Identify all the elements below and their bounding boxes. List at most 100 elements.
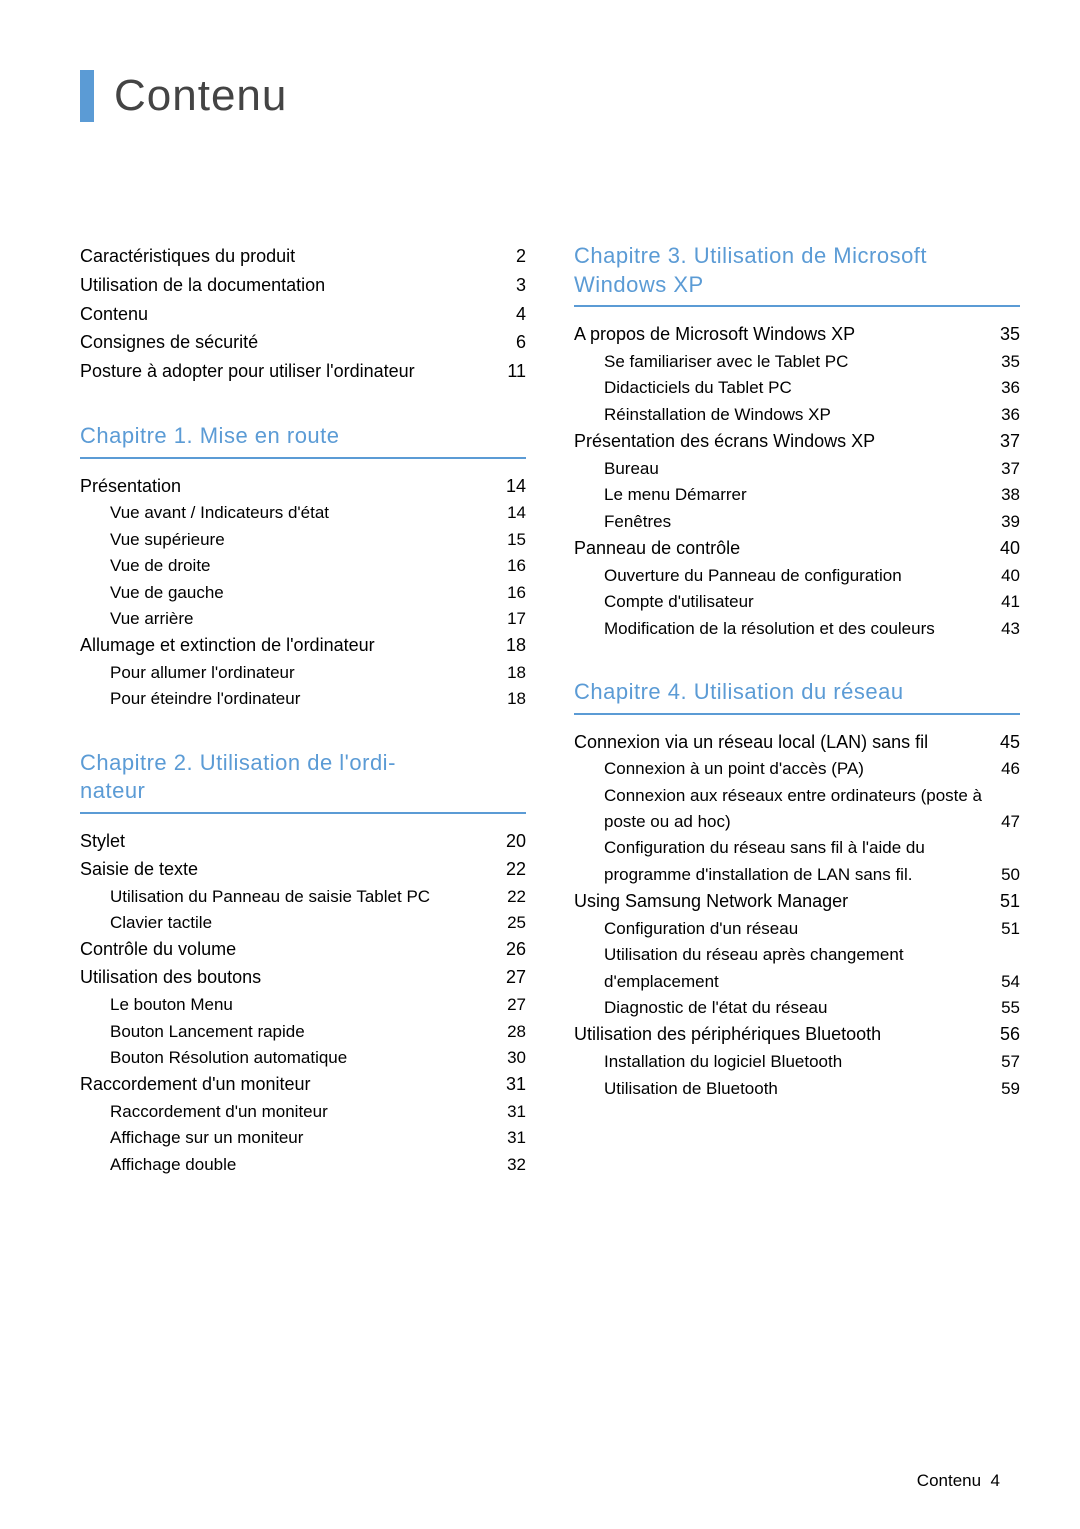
toc-label: Vue de droite xyxy=(80,553,497,579)
toc-subentry[interactable]: Pour allumer l'ordinateur 18 xyxy=(80,660,526,686)
toc-subentry[interactable]: Fenêtres39 xyxy=(574,509,1020,535)
toc-subentry[interactable]: Pour éteindre l'ordinateur18 xyxy=(80,686,526,712)
toc-page-num: 2 xyxy=(516,242,526,271)
chapter-title: Chapitre 4. Utilisation du réseau xyxy=(574,678,1020,707)
toc-entry[interactable]: Utilisation de la documentation3 xyxy=(80,271,526,300)
toc-page: Contenu Caractéristiques du produit2 Uti… xyxy=(0,0,1080,1529)
toc-subentry[interactable]: Configuration d'un réseau51 xyxy=(574,916,1020,942)
toc-subentry[interactable]: Utilisation du réseau après changement d… xyxy=(574,942,1020,995)
toc-label: Utilisation de la documentation xyxy=(80,271,506,300)
toc-label: Vue supérieure xyxy=(80,527,497,553)
toc-page-num: 40 xyxy=(1000,535,1020,563)
footer-page-num: 4 xyxy=(991,1471,1000,1490)
toc-subentry[interactable]: Installation du logiciel Bluetooth57 xyxy=(574,1049,1020,1075)
toc-label: Bouton Lancement rapide xyxy=(80,1019,497,1045)
toc-subentry[interactable]: Didacticiels du Tablet PC 36 xyxy=(574,375,1020,401)
toc-label: Vue de gauche xyxy=(80,580,497,606)
toc-subentry[interactable]: Vue de gauche16 xyxy=(80,580,526,606)
toc-subentry[interactable]: Utilisation du Panneau de saisie Tablet … xyxy=(80,884,526,910)
toc-label: Vue arrière xyxy=(80,606,497,632)
toc-subentry[interactable]: Clavier tactile25 xyxy=(80,910,526,936)
toc-entry[interactable]: Connexion via un réseau local (LAN) sans… xyxy=(574,729,1020,757)
toc-page-num: 16 xyxy=(507,553,526,579)
toc-page-num: 14 xyxy=(507,500,526,526)
toc-page-num: 37 xyxy=(1000,428,1020,456)
toc-entry[interactable]: A propos de Microsoft Windows XP35 xyxy=(574,321,1020,349)
toc-subentry[interactable]: Bureau37 xyxy=(574,456,1020,482)
toc-entry[interactable]: Allumage et extinction de l'ordinateur18 xyxy=(80,632,526,660)
toc-label: Contrôle du volume xyxy=(80,936,496,964)
toc-subentry[interactable]: Raccordement d'un moniteur31 xyxy=(80,1099,526,1125)
chapter-rule xyxy=(80,812,526,814)
toc-label: Raccordement d'un moniteur xyxy=(80,1071,496,1099)
toc-subentry[interactable]: Modification de la résolution et des cou… xyxy=(574,616,1020,642)
toc-entry[interactable]: Posture à adopter pour utiliser l'ordina… xyxy=(80,357,526,386)
toc-page-num: 35 xyxy=(1000,321,1020,349)
toc-subentry[interactable]: Le menu Démarrer38 xyxy=(574,482,1020,508)
toc-label: Pour allumer l'ordinateur xyxy=(80,660,497,686)
toc-subentry[interactable]: Affichage double32 xyxy=(80,1152,526,1178)
toc-label: Compte d'utilisateur xyxy=(574,589,991,615)
toc-entry[interactable]: Saisie de texte22 xyxy=(80,856,526,884)
toc-subentry[interactable]: Diagnostic de l'état du réseau 55 xyxy=(574,995,1020,1021)
toc-label: Bureau xyxy=(574,456,991,482)
toc-entry[interactable]: Utilisation des périphériques Bluetooth5… xyxy=(574,1021,1020,1049)
toc-subentry[interactable]: Configuration du réseau sans fil à l'aid… xyxy=(574,835,1020,888)
toc-subentry[interactable]: Ouverture du Panneau de configuration 40 xyxy=(574,563,1020,589)
preface-block: Caractéristiques du produit2 Utilisation… xyxy=(80,242,526,386)
toc-entry[interactable]: Présentation des écrans Windows XP37 xyxy=(574,428,1020,456)
toc-label: Didacticiels du Tablet PC xyxy=(574,375,991,401)
toc-subentry[interactable]: Réinstallation de Windows XP36 xyxy=(574,402,1020,428)
toc-subentry[interactable]: Utilisation de Bluetooth59 xyxy=(574,1076,1020,1102)
toc-page-num: 14 xyxy=(506,473,526,501)
toc-subentry[interactable]: Se familiariser avec le Tablet PC35 xyxy=(574,349,1020,375)
toc-label: Affichage sur un moniteur xyxy=(80,1125,497,1151)
toc-entry[interactable]: Contenu4 xyxy=(80,300,526,329)
toc-subentry[interactable]: Compte d'utilisateur41 xyxy=(574,589,1020,615)
toc-label: Installation du logiciel Bluetooth xyxy=(574,1049,991,1075)
toc-subentry[interactable]: Bouton Résolution automatique30 xyxy=(80,1045,526,1071)
toc-entry[interactable]: Panneau de contrôle 40 xyxy=(574,535,1020,563)
toc-subentry[interactable]: Bouton Lancement rapide 28 xyxy=(80,1019,526,1045)
toc-page-num: 31 xyxy=(507,1099,526,1125)
toc-page-num: 31 xyxy=(506,1071,526,1099)
toc-entry[interactable]: Utilisation des boutons27 xyxy=(80,964,526,992)
toc-entry[interactable]: Contrôle du volume26 xyxy=(80,936,526,964)
toc-subentry[interactable]: Connexion aux réseaux entre ordinateurs … xyxy=(574,783,1020,836)
toc-page-num: 50 xyxy=(1001,862,1020,888)
toc-subentry[interactable]: Vue supérieure15 xyxy=(80,527,526,553)
toc-subentry[interactable]: Vue arrière 17 xyxy=(80,606,526,632)
toc-page-num: 28 xyxy=(507,1019,526,1045)
toc-page-num: 36 xyxy=(1001,402,1020,428)
toc-entry[interactable]: Présentation14 xyxy=(80,473,526,501)
toc-page-num: 36 xyxy=(1001,375,1020,401)
toc-page-num: 31 xyxy=(507,1125,526,1151)
toc-page-num: 32 xyxy=(507,1152,526,1178)
toc-page-num: 17 xyxy=(507,606,526,632)
toc-page-num: 18 xyxy=(507,660,526,686)
toc-page-num: 40 xyxy=(1001,563,1020,589)
toc-subentry[interactable]: Vue avant / Indicateurs d'état14 xyxy=(80,500,526,526)
toc-entry[interactable]: Raccordement d'un moniteur 31 xyxy=(80,1071,526,1099)
toc-label: Diagnostic de l'état du réseau xyxy=(574,995,991,1021)
toc-page-num: 4 xyxy=(516,300,526,329)
chapter-title-line1: Chapitre 2. Utilisation de l'ordi- xyxy=(80,750,396,775)
toc-label: Ouverture du Panneau de configuration xyxy=(574,563,991,589)
toc-label: Panneau de contrôle xyxy=(574,535,990,563)
toc-page-num: 45 xyxy=(1000,729,1020,757)
chapter-title: Chapitre 3. Utilisation de Microsoft Win… xyxy=(574,242,1020,299)
toc-entry[interactable]: Using Samsung Network Manager51 xyxy=(574,888,1020,916)
toc-entry[interactable]: Consignes de sécurité6 xyxy=(80,328,526,357)
title-accent-bar xyxy=(80,70,94,122)
toc-subentry[interactable]: Affichage sur un moniteur 31 xyxy=(80,1125,526,1151)
toc-columns: Caractéristiques du produit2 Utilisation… xyxy=(80,242,1020,1178)
toc-subentry[interactable]: Vue de droite 16 xyxy=(80,553,526,579)
toc-page-num: 27 xyxy=(507,992,526,1018)
toc-entry[interactable]: Stylet20 xyxy=(80,828,526,856)
toc-subentry[interactable]: Connexion à un point d'accès (PA)46 xyxy=(574,756,1020,782)
toc-page-num: 55 xyxy=(1001,995,1020,1021)
toc-entry[interactable]: Caractéristiques du produit2 xyxy=(80,242,526,271)
toc-subentry[interactable]: Le bouton Menu27 xyxy=(80,992,526,1018)
chapter-title: Chapitre 1. Mise en route xyxy=(80,422,526,451)
footer-label: Contenu xyxy=(917,1471,981,1490)
